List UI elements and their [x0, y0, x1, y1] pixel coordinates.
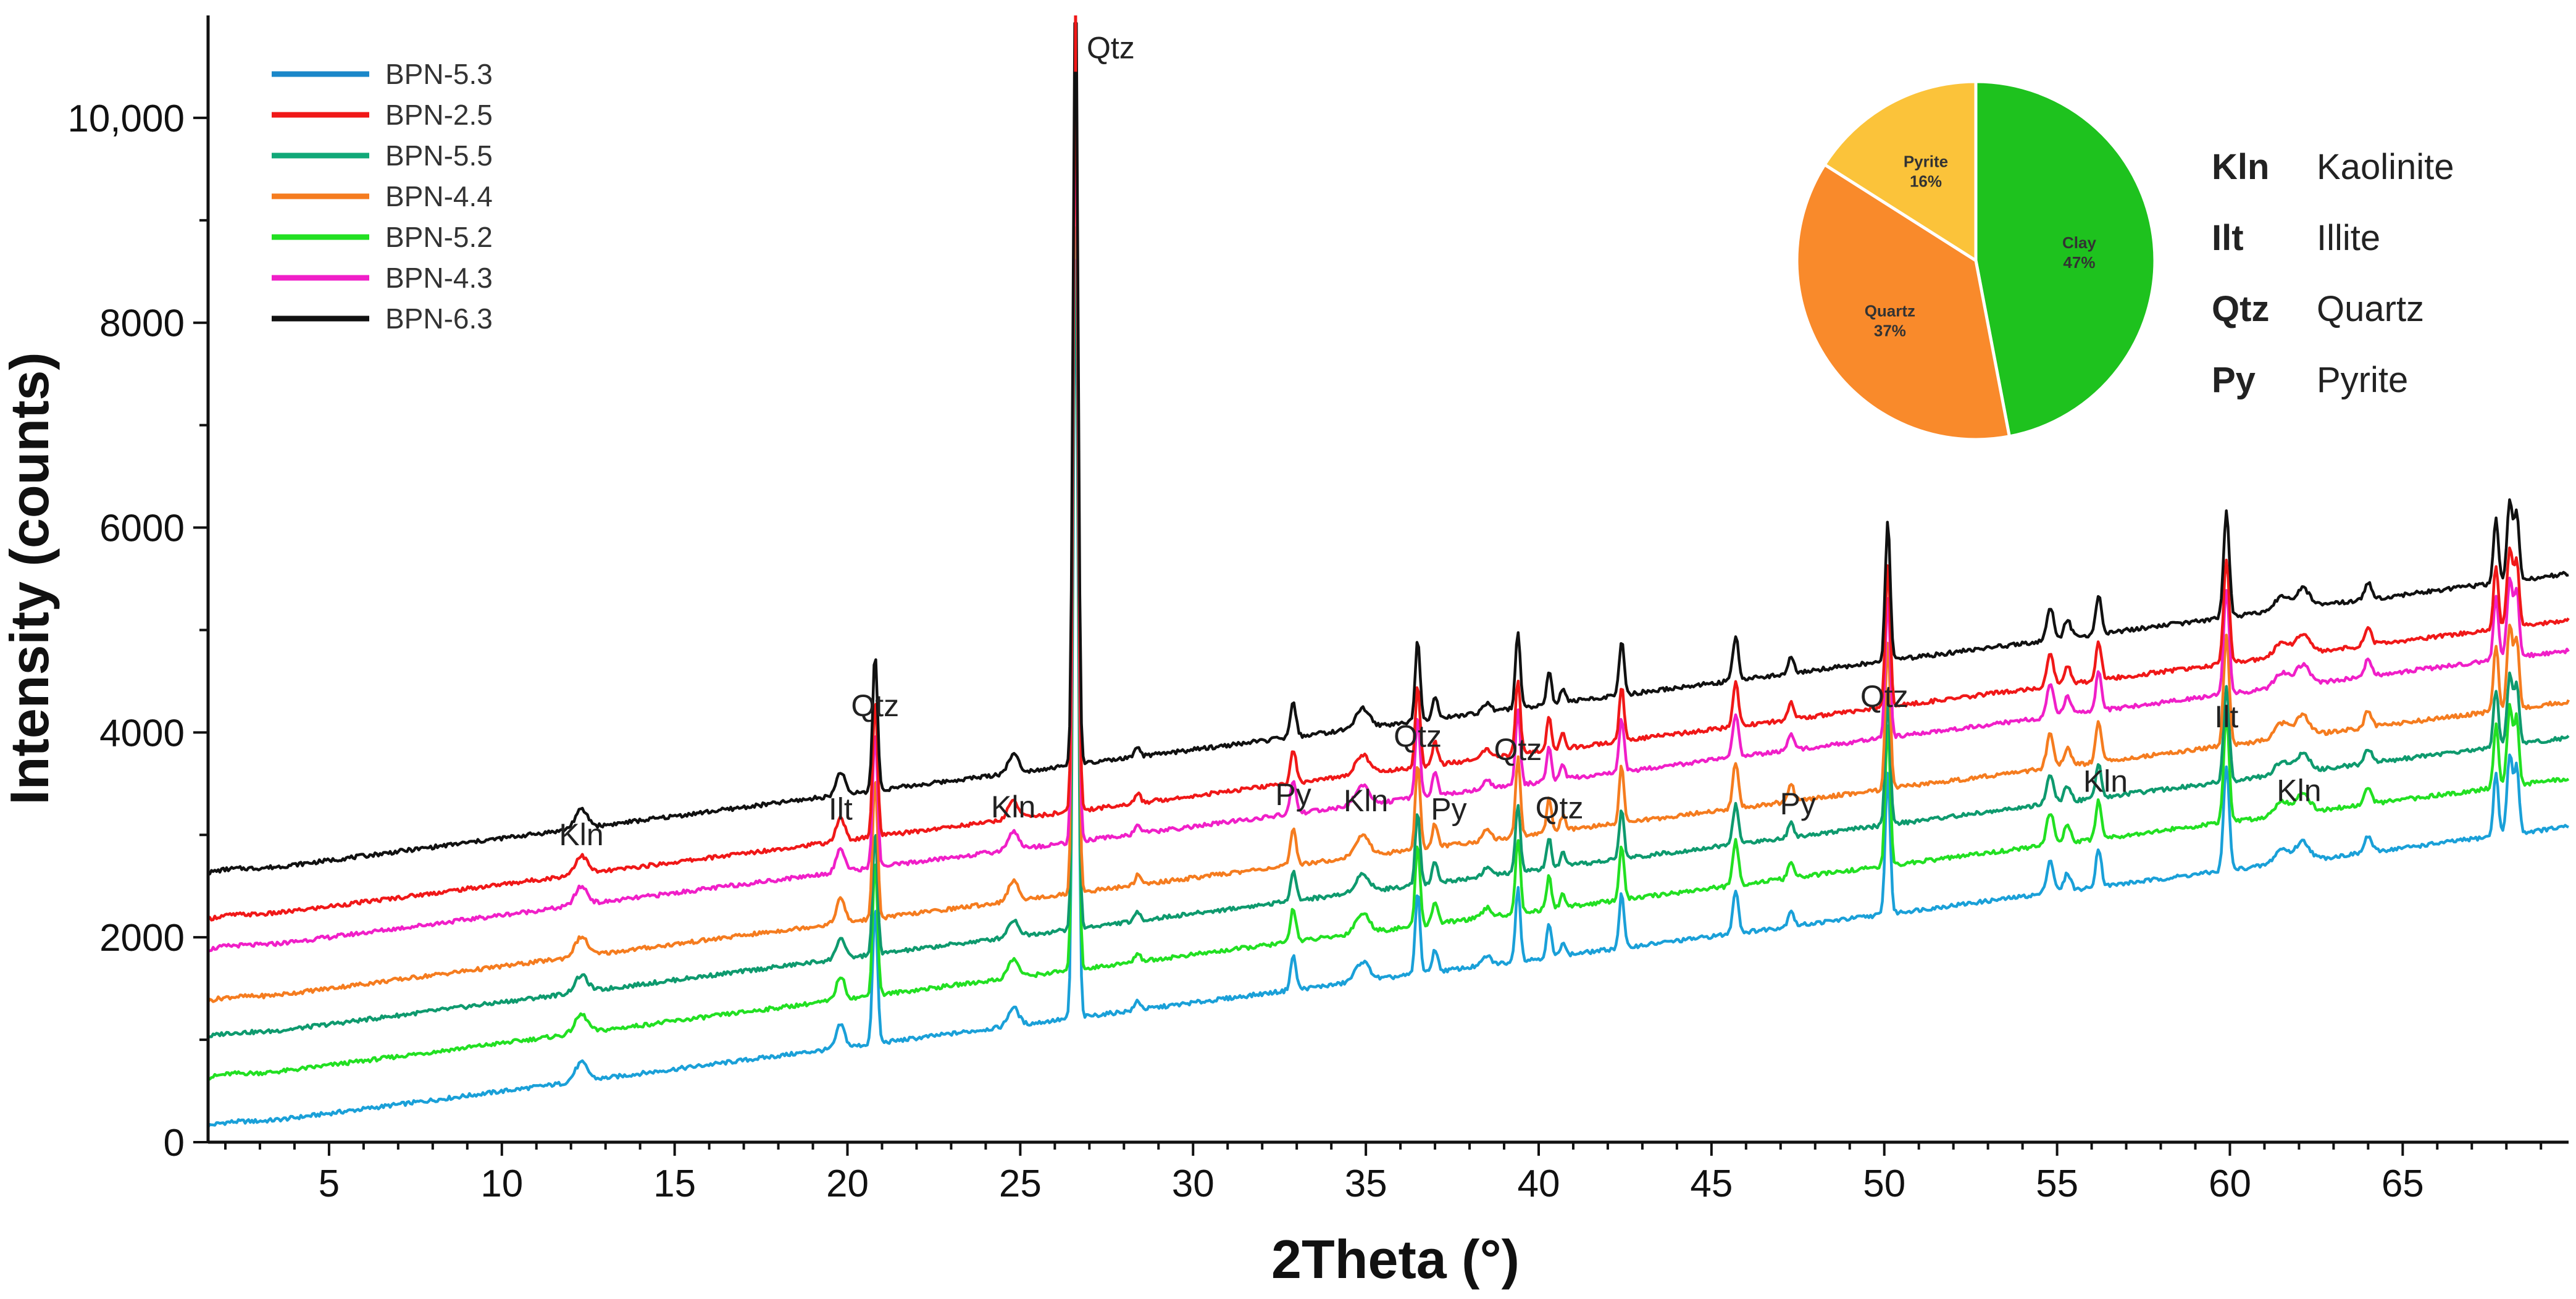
x-tick-label: 30 — [1172, 1163, 1215, 1205]
axes — [206, 15, 2569, 1144]
legend-label: BPN-5.3 — [385, 58, 493, 90]
legend: BPN-5.3 BPN-2.5 BPN-5.5 BPN-4.4 BPN-5.2 BPN-4… — [272, 58, 493, 335]
series-line-bpn-5-5 — [207, 259, 2570, 1039]
x-tick-label: 55 — [2036, 1163, 2078, 1205]
pie-slice-pyrite — [1822, 80, 1978, 264]
mineral-key-name: Quartz — [2317, 289, 2424, 329]
peak-label-qtz: Qtz — [1494, 732, 1542, 767]
peak-label-py: Py — [1431, 792, 1466, 826]
x-ticks: 5 10 15 20 25 30 35 40 45 50 55 60 65 — [224, 1142, 2543, 1205]
y-tick-label: 10,000 — [67, 98, 185, 140]
mineral-abbreviation-key: Kln Kaolinite Ilt Illite Qtz Quartz Py Pyrite — [2212, 147, 2454, 400]
pie-slice-quartz — [1795, 162, 2012, 441]
pie-label-percent: 37% — [1874, 322, 1906, 340]
peak-label-py: Py — [1275, 777, 1311, 812]
legend-label: BPN-6.3 — [385, 303, 493, 335]
series-line-bpn-4-4 — [207, 111, 2570, 1003]
legend-label: BPN-5.2 — [385, 221, 493, 253]
pie-label-name: Pyrite — [1904, 152, 1948, 171]
peak-label-qtz: Qtz — [851, 688, 899, 723]
series-lines — [207, 15, 2570, 1128]
peak-label-kln: Kln — [1344, 783, 1388, 818]
mineral-key-name: Pyrite — [2317, 360, 2408, 400]
mineral-key-abbr: Py — [2212, 360, 2256, 400]
x-tick-label: 15 — [653, 1163, 696, 1205]
series-line-bpn-5-2 — [207, 226, 2570, 1081]
legend-label: BPN-4.4 — [385, 180, 493, 212]
peak-label-kln: Kln — [559, 817, 603, 852]
x-tick-label: 35 — [1345, 1163, 1387, 1205]
x-tick-label: 10 — [480, 1163, 523, 1205]
y-tick-label: 8000 — [99, 303, 185, 345]
peak-label-qtz: Qtz — [1860, 679, 1909, 714]
legend-label: BPN-5.5 — [385, 140, 493, 172]
peak-label-py: Py — [1780, 787, 1816, 821]
peak-label-kln: Kln — [2277, 774, 2321, 808]
mineral-key-abbr: Ilt — [2212, 218, 2244, 258]
y-tick-label: 0 — [164, 1122, 185, 1164]
x-tick-label: 5 — [319, 1163, 340, 1205]
x-tick-label: 20 — [826, 1163, 869, 1205]
mineral-key-name: Kaolinite — [2317, 147, 2454, 187]
legend-label: BPN-2.5 — [385, 99, 493, 131]
peak-label-qtz: Qtz — [1536, 791, 1584, 825]
legend-label: BPN-4.3 — [385, 262, 493, 294]
series-line-bpn-5-3 — [207, 272, 2569, 1128]
series-line-bpn-4-3 — [207, 95, 2570, 953]
pie-slice-clay — [1974, 80, 2157, 438]
x-tick-label: 40 — [1518, 1163, 1560, 1205]
x-tick-label: 65 — [2382, 1163, 2424, 1205]
peak-label-kln: Kln — [991, 790, 1035, 824]
y-axis-title: Intensity (counts) — [0, 352, 60, 804]
x-axis-title: 2Theta (°) — [1271, 1229, 1520, 1290]
pie-label-percent: 47% — [2063, 253, 2095, 272]
x-tick-label: 60 — [2209, 1163, 2251, 1205]
y-tick-label: 6000 — [99, 507, 185, 550]
x-tick-label: 45 — [1690, 1163, 1733, 1205]
series-line-bpn-2-5 — [207, 67, 2570, 922]
x-tick-label: 50 — [1863, 1163, 1905, 1205]
peak-label-qtz: Qtz — [1394, 719, 1442, 754]
peak-label-ilt: Ilt — [829, 792, 853, 826]
pie-label-percent: 16% — [1910, 172, 1942, 191]
pie-label-name: Quartz — [1865, 302, 1915, 320]
series-line-bpn-6-3 — [207, 22, 2569, 876]
mineral-key-name: Illite — [2317, 218, 2380, 258]
peak-label-kln: Kln — [2083, 764, 2128, 799]
y-tick-label: 4000 — [99, 712, 185, 754]
y-tick-label: 2000 — [99, 917, 185, 959]
mineral-key-abbr: Kln — [2212, 147, 2269, 187]
mineral-key-abbr: Qtz — [2212, 289, 2269, 329]
x-tick-label: 25 — [999, 1163, 1042, 1205]
pie-label-name: Clay — [2062, 233, 2096, 252]
peak-label-qtz: Qtz — [1087, 31, 1135, 65]
peak-label-ilt: Ilt — [2214, 700, 2238, 734]
y-ticks: 0 2000 4000 6000 8000 10,000 — [67, 98, 208, 1164]
